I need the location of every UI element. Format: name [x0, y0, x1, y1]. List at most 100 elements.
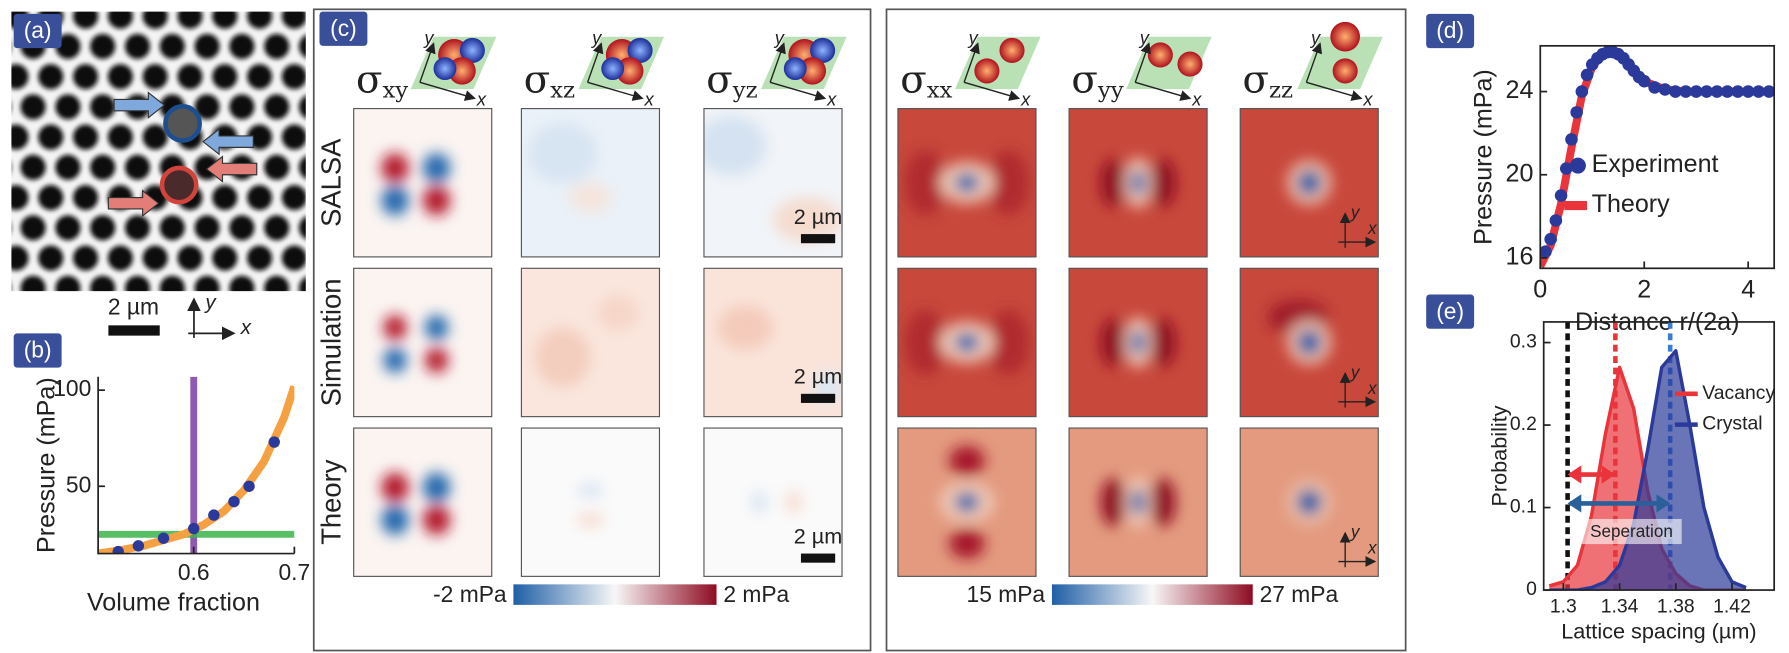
- scale-bar: [801, 394, 835, 403]
- column-subscript: yz: [732, 77, 758, 103]
- data-point: [243, 481, 254, 492]
- scale-bar: [108, 325, 159, 335]
- map-blob: [1297, 170, 1322, 195]
- icon-sphere: [784, 57, 807, 80]
- icon-axis-label: x: [1020, 88, 1031, 109]
- panel-label: (e): [1436, 298, 1464, 324]
- data-point: [1570, 106, 1583, 119]
- map-bg: [354, 109, 492, 257]
- data-point: [188, 523, 199, 534]
- stress-map: [521, 109, 659, 257]
- column-subscript: yy: [1097, 77, 1124, 103]
- particle: [125, 215, 150, 240]
- stress-map: [354, 268, 492, 416]
- icon-axis-label: y: [422, 27, 435, 48]
- panel-label: (c): [330, 15, 357, 41]
- particle: [264, 155, 289, 180]
- map-blob: [949, 529, 985, 559]
- annotation: Seperation: [1590, 522, 1673, 541]
- data-point: [1544, 233, 1557, 246]
- x-tick-label: 2: [1637, 276, 1651, 304]
- x-tick-label: 1.38: [1657, 596, 1695, 618]
- icon-sphere: [1330, 22, 1360, 52]
- icon-sphere: [1333, 58, 1358, 83]
- map-blob: [1151, 478, 1176, 525]
- x-axis-label: Lattice spacing (µm): [1561, 618, 1756, 643]
- data-point: [1648, 81, 1661, 94]
- x-tick-label: 0.6: [178, 559, 210, 585]
- colorbar-label: 27 mPa: [1260, 581, 1339, 607]
- data-point: [1638, 75, 1651, 88]
- icon-sphere: [999, 38, 1024, 63]
- particle: [108, 64, 133, 89]
- stress-map: [898, 268, 1036, 416]
- particle: [282, 125, 307, 150]
- icon-sphere: [434, 57, 457, 80]
- map-features: [1101, 477, 1176, 527]
- map-blob: [1101, 319, 1126, 366]
- scale-bar-label: 2 µm: [794, 204, 843, 229]
- particle: [229, 94, 254, 119]
- map-features: [1287, 480, 1331, 524]
- map-bg: [354, 268, 492, 416]
- column-symbol: σ: [1242, 57, 1268, 102]
- map-blob: [535, 328, 590, 387]
- stress-map: [521, 428, 659, 576]
- map-blob: [1131, 169, 1145, 196]
- x-tick-label: 4: [1741, 276, 1755, 304]
- x-tick-label: 0: [1533, 276, 1547, 304]
- y-axis-label: Pressure (mPa): [1470, 69, 1498, 245]
- map-blob: [381, 505, 409, 535]
- map-blob: [381, 473, 409, 503]
- legend-label: Theory: [1592, 190, 1671, 218]
- particle: [108, 125, 133, 150]
- map-blob: [423, 186, 451, 216]
- icon-sphere: [1148, 42, 1173, 67]
- particle: [247, 185, 272, 210]
- figure: 2 µmyx(a)(b)(c)(d)(e)2 µm2 µm2 µmyxyxyxS…: [0, 0, 1789, 653]
- particle: [73, 245, 98, 270]
- data-point: [208, 509, 219, 520]
- map-bg: [521, 428, 659, 576]
- particle: [55, 94, 80, 119]
- data-point: [158, 532, 169, 543]
- map-blob: [1131, 489, 1145, 516]
- axis-label: y: [1350, 523, 1361, 542]
- data-point: [1659, 83, 1672, 96]
- column-symbol: σ: [900, 57, 926, 102]
- map-blob: [1101, 159, 1126, 206]
- vacancy-ring: [165, 106, 199, 140]
- map-blob: [528, 123, 597, 182]
- icon-axis-label: y: [967, 27, 980, 48]
- panel-label: (a): [24, 17, 52, 43]
- map-blob: [423, 473, 451, 503]
- map-blob: [1101, 478, 1126, 525]
- colorbar: [513, 584, 716, 605]
- particle: [108, 245, 133, 270]
- y-axis-label: Pressure (mPa): [33, 377, 61, 553]
- particle: [264, 215, 289, 240]
- particle: [38, 125, 63, 150]
- row-label: Theory: [315, 459, 346, 545]
- data-point: [1550, 214, 1563, 227]
- map-blob: [697, 116, 766, 175]
- icon-axis-label: x: [644, 88, 655, 109]
- particle: [143, 64, 168, 89]
- panel-label: (d): [1436, 17, 1464, 43]
- microscope-image: [0, 0, 359, 331]
- particle: [55, 215, 80, 240]
- x-axis-label: Volume fraction: [87, 588, 260, 616]
- stress-map: [1069, 428, 1207, 576]
- data-point: [228, 496, 239, 507]
- map-blob: [1151, 319, 1176, 366]
- map-blob: [1297, 330, 1322, 355]
- colorbar-label: -2 mPa: [433, 581, 507, 607]
- scale-bar-label: 2 µm: [794, 364, 843, 389]
- icon-axis-label: x: [826, 88, 837, 109]
- y-axis-label: Probability: [1487, 405, 1512, 506]
- axis-label: x: [1367, 219, 1378, 238]
- particle: [73, 125, 98, 150]
- stress-map: [521, 268, 659, 416]
- icon-axis-label: x: [1191, 88, 1202, 109]
- particle: [125, 34, 150, 59]
